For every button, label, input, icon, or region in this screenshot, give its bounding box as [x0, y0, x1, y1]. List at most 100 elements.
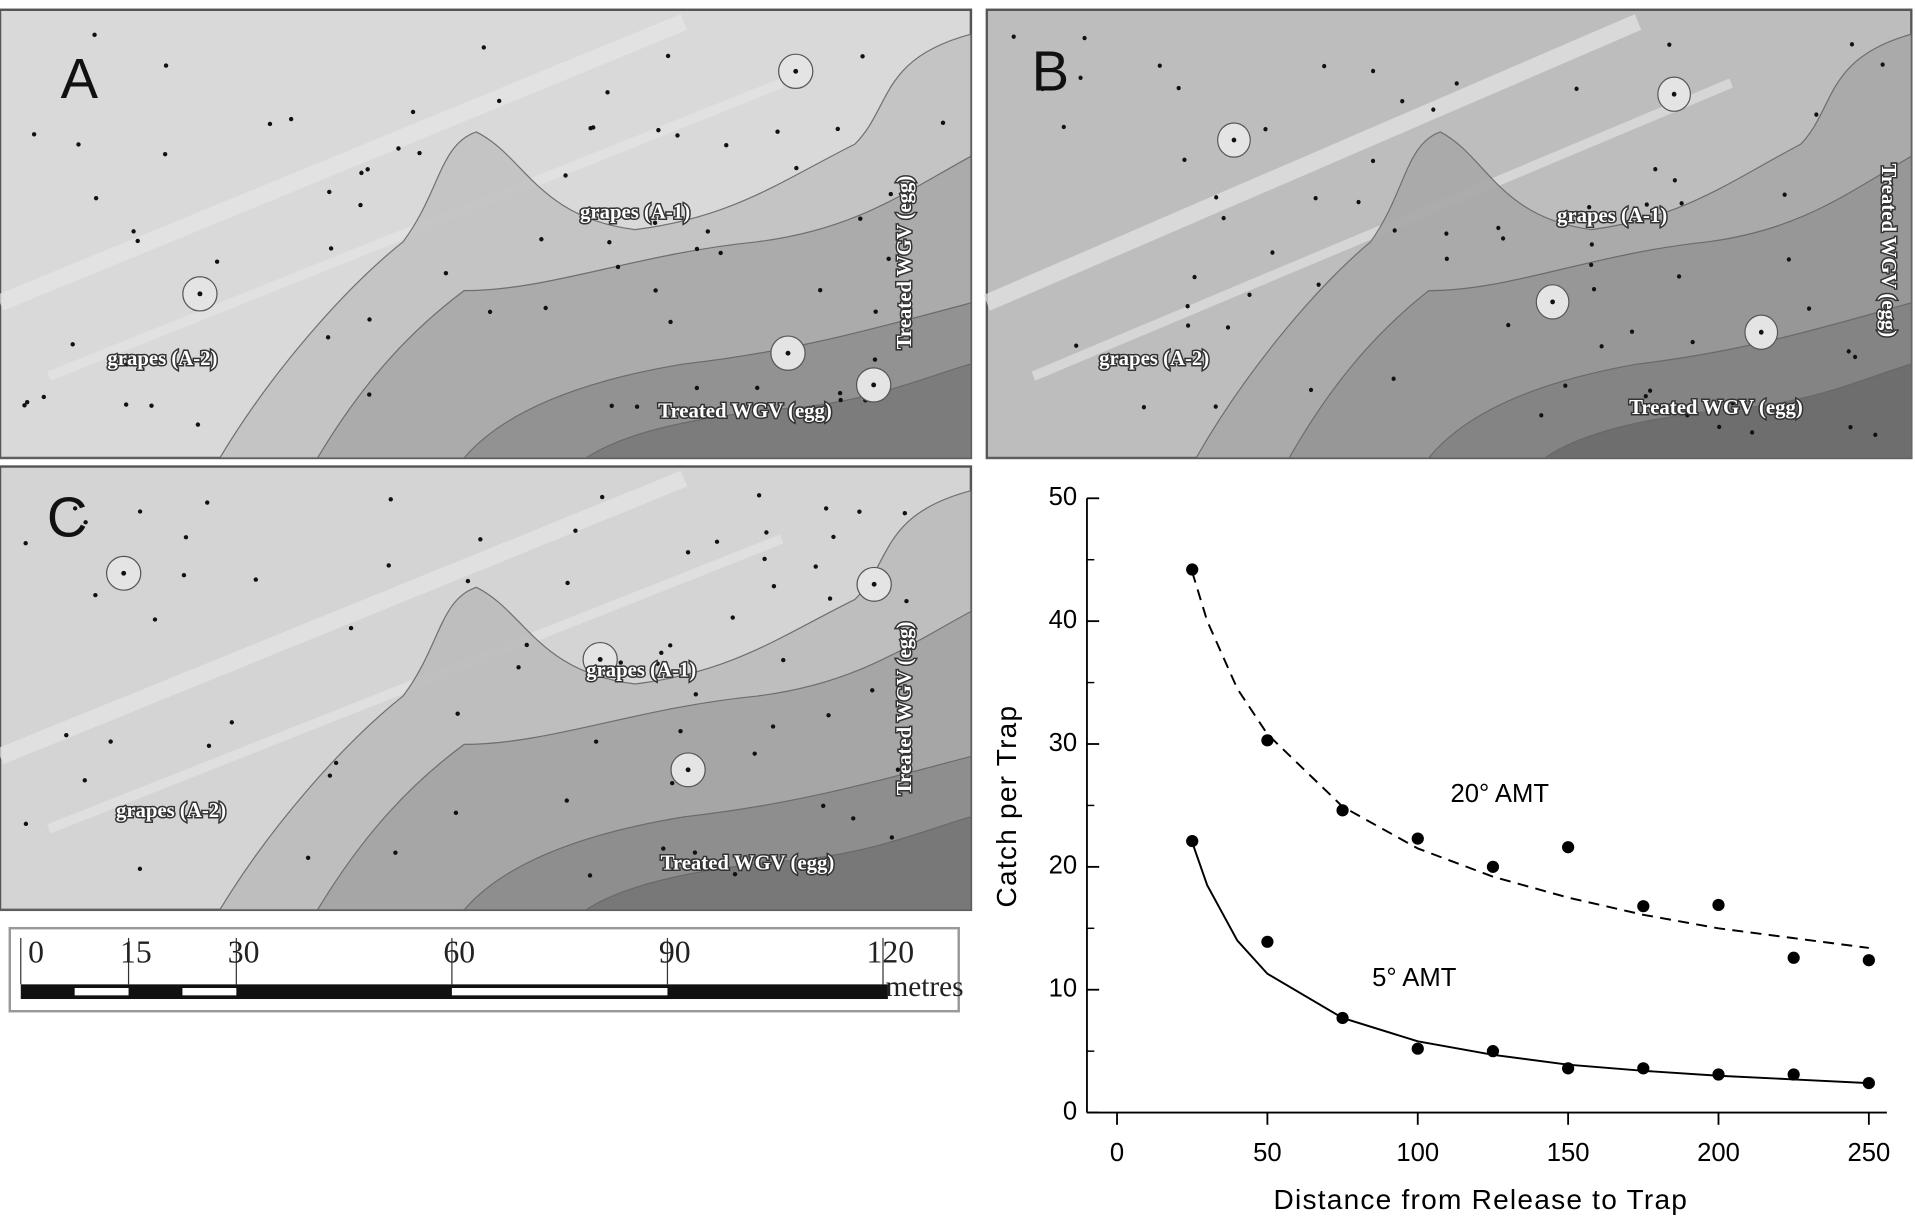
scale-tick-label: 15 [120, 934, 152, 969]
scale-tick-label: 90 [659, 934, 691, 969]
trap-dot [730, 615, 735, 620]
trap-dot [1185, 323, 1191, 328]
map-annotation: grapes (A-2) [116, 800, 226, 822]
trap-dot [1247, 292, 1252, 297]
trap-dot [149, 403, 154, 408]
trap-dot [1214, 195, 1219, 200]
trap-dot [605, 90, 610, 95]
map-annotation: Treated WGV (egg) [1877, 164, 1899, 338]
trap-dot [1880, 62, 1885, 67]
trap-dot [1454, 81, 1459, 86]
trap-dot [871, 581, 877, 587]
trap-dot [41, 394, 46, 400]
trap-dot [659, 650, 664, 655]
trap-dot [1392, 228, 1397, 233]
trap-dot [206, 743, 212, 748]
road-stripe [0, 14, 688, 311]
trap-dot [1782, 192, 1787, 197]
trap-dot [1806, 306, 1812, 311]
trap-dot [31, 132, 37, 137]
trap-dot [871, 382, 877, 388]
trap-dot [1629, 329, 1635, 334]
trap-dot [1322, 63, 1327, 69]
trap-dot [121, 570, 127, 576]
trap-dot [396, 146, 401, 151]
trap-dot [794, 165, 799, 171]
y-tick-label: 50 [1049, 483, 1078, 511]
data-point [1486, 860, 1500, 873]
trap-dot [694, 246, 700, 252]
fit-curve [1191, 571, 1869, 949]
trap-dot [325, 335, 331, 340]
trap-dot [137, 866, 143, 872]
trap-dot [70, 342, 75, 347]
map-panel [0, 465, 973, 912]
trap-dot [565, 580, 570, 586]
trap-dot [76, 142, 81, 147]
trap-dot [22, 403, 27, 408]
trap-dot [1667, 42, 1672, 47]
trap-dot [267, 121, 273, 127]
trap-dot [618, 660, 623, 665]
trap-dot [1185, 304, 1190, 309]
trap-dot [214, 259, 220, 264]
trap-dot [359, 170, 364, 176]
trap-dot [163, 63, 169, 68]
data-point [1186, 563, 1199, 576]
trap-dot [1591, 287, 1597, 292]
trap-dot [573, 528, 578, 533]
trap-dot [195, 422, 201, 427]
trap-dot [904, 598, 909, 604]
trap-dot [1176, 85, 1181, 91]
trap-dot [1431, 107, 1436, 112]
y-tick-label: 20 [1049, 852, 1078, 880]
trap-dot [1758, 329, 1764, 335]
trap-dot [410, 109, 416, 115]
trap-dot [1717, 424, 1722, 430]
y-axis-title: Catch per Trap [991, 705, 1022, 908]
contour-band [584, 816, 972, 911]
trap-dot [24, 399, 30, 405]
trap-dot [870, 688, 875, 693]
trap-dot [197, 291, 203, 297]
trap-dot [1182, 157, 1187, 163]
trap-dot [1563, 383, 1568, 388]
trap-dot [694, 385, 700, 391]
trap-dot [72, 506, 78, 511]
data-point [1411, 1042, 1424, 1055]
trap-dot [1316, 282, 1321, 287]
trap-dot [661, 846, 666, 851]
trap-dot [1589, 242, 1594, 247]
trap-dot [82, 778, 87, 783]
trap-dot [813, 564, 818, 569]
trap-dot [83, 520, 88, 525]
trap-dot [333, 760, 339, 766]
trap-dot [756, 493, 762, 498]
panel-label: A [61, 47, 99, 110]
scale-unit: metres [885, 971, 963, 1003]
trap-dot [367, 392, 372, 397]
trap-dot [705, 229, 711, 234]
data-point [1261, 734, 1274, 747]
trap-dot [1141, 405, 1146, 410]
trap-dot [678, 729, 683, 734]
map-panel [983, 8, 1913, 460]
trap-dot [755, 385, 760, 391]
trap-dot [1506, 322, 1511, 328]
trap-dot [685, 767, 691, 773]
panel-label: B [1032, 40, 1069, 103]
y-tick-label: 40 [1049, 606, 1078, 634]
scale-bar-segment [182, 988, 237, 996]
fit-curve [1191, 841, 1869, 1085]
x-axis-title: Distance from Release to Trap [1273, 1184, 1688, 1215]
trap-dot [23, 541, 28, 546]
trap-dot [183, 535, 189, 540]
trap-dot [1849, 42, 1855, 47]
trap-dot [1231, 137, 1237, 143]
trap-dot [1500, 236, 1506, 241]
trap-dot [365, 167, 370, 172]
trap-dot [831, 534, 836, 540]
trap-dot [1391, 376, 1396, 381]
